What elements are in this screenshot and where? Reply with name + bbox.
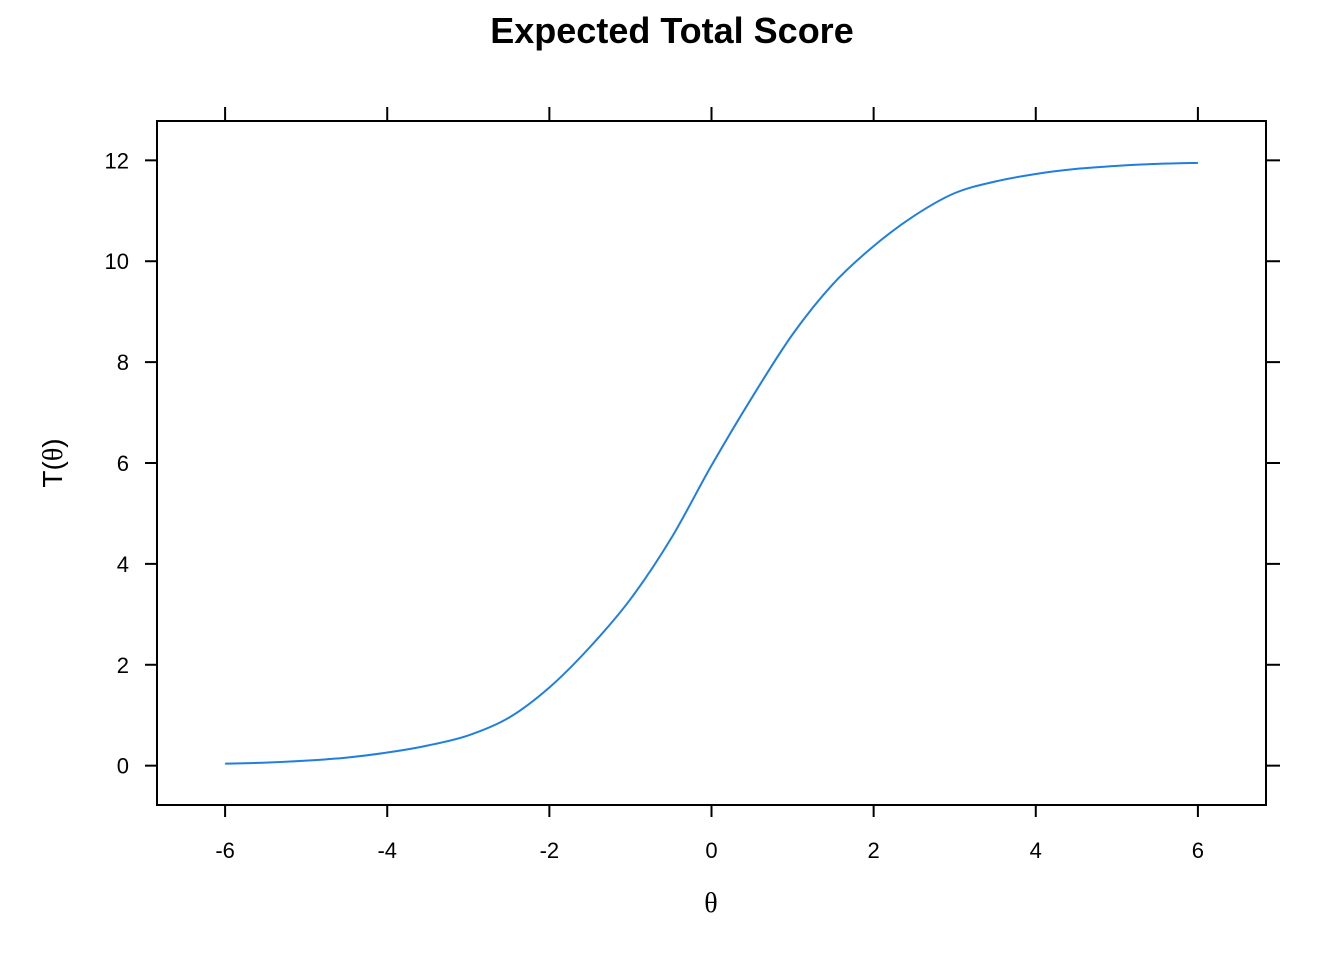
y-tick-label: 12 (105, 148, 129, 173)
y-axis: 0 2 4 6 8 10 12 (105, 148, 1280, 779)
x-tick-label: 4 (1030, 838, 1042, 863)
x-tick-label: 2 (868, 838, 880, 863)
x-axis-label: θ (704, 888, 717, 919)
y-tick-label: 4 (117, 552, 129, 577)
y-tick-label: 8 (117, 350, 129, 375)
y-tick-label: 2 (117, 653, 129, 678)
x-tick-label: -6 (215, 838, 235, 863)
series-line (225, 161, 1198, 765)
y-tick-label: 0 (117, 754, 129, 779)
x-tick-label: -2 (540, 838, 560, 863)
y-tick-label: 6 (117, 451, 129, 476)
x-tick-label: 0 (705, 838, 717, 863)
x-tick-label: -4 (377, 838, 397, 863)
y-axis-label: T(θ) (37, 438, 69, 487)
y-tick-label: 10 (105, 249, 129, 274)
x-axis: -6 -4 -2 0 2 4 6 (215, 107, 1204, 863)
chart-title: Expected Total Score (490, 10, 853, 51)
plot-frame (156, 120, 1267, 806)
x-tick-label: 6 (1192, 838, 1204, 863)
